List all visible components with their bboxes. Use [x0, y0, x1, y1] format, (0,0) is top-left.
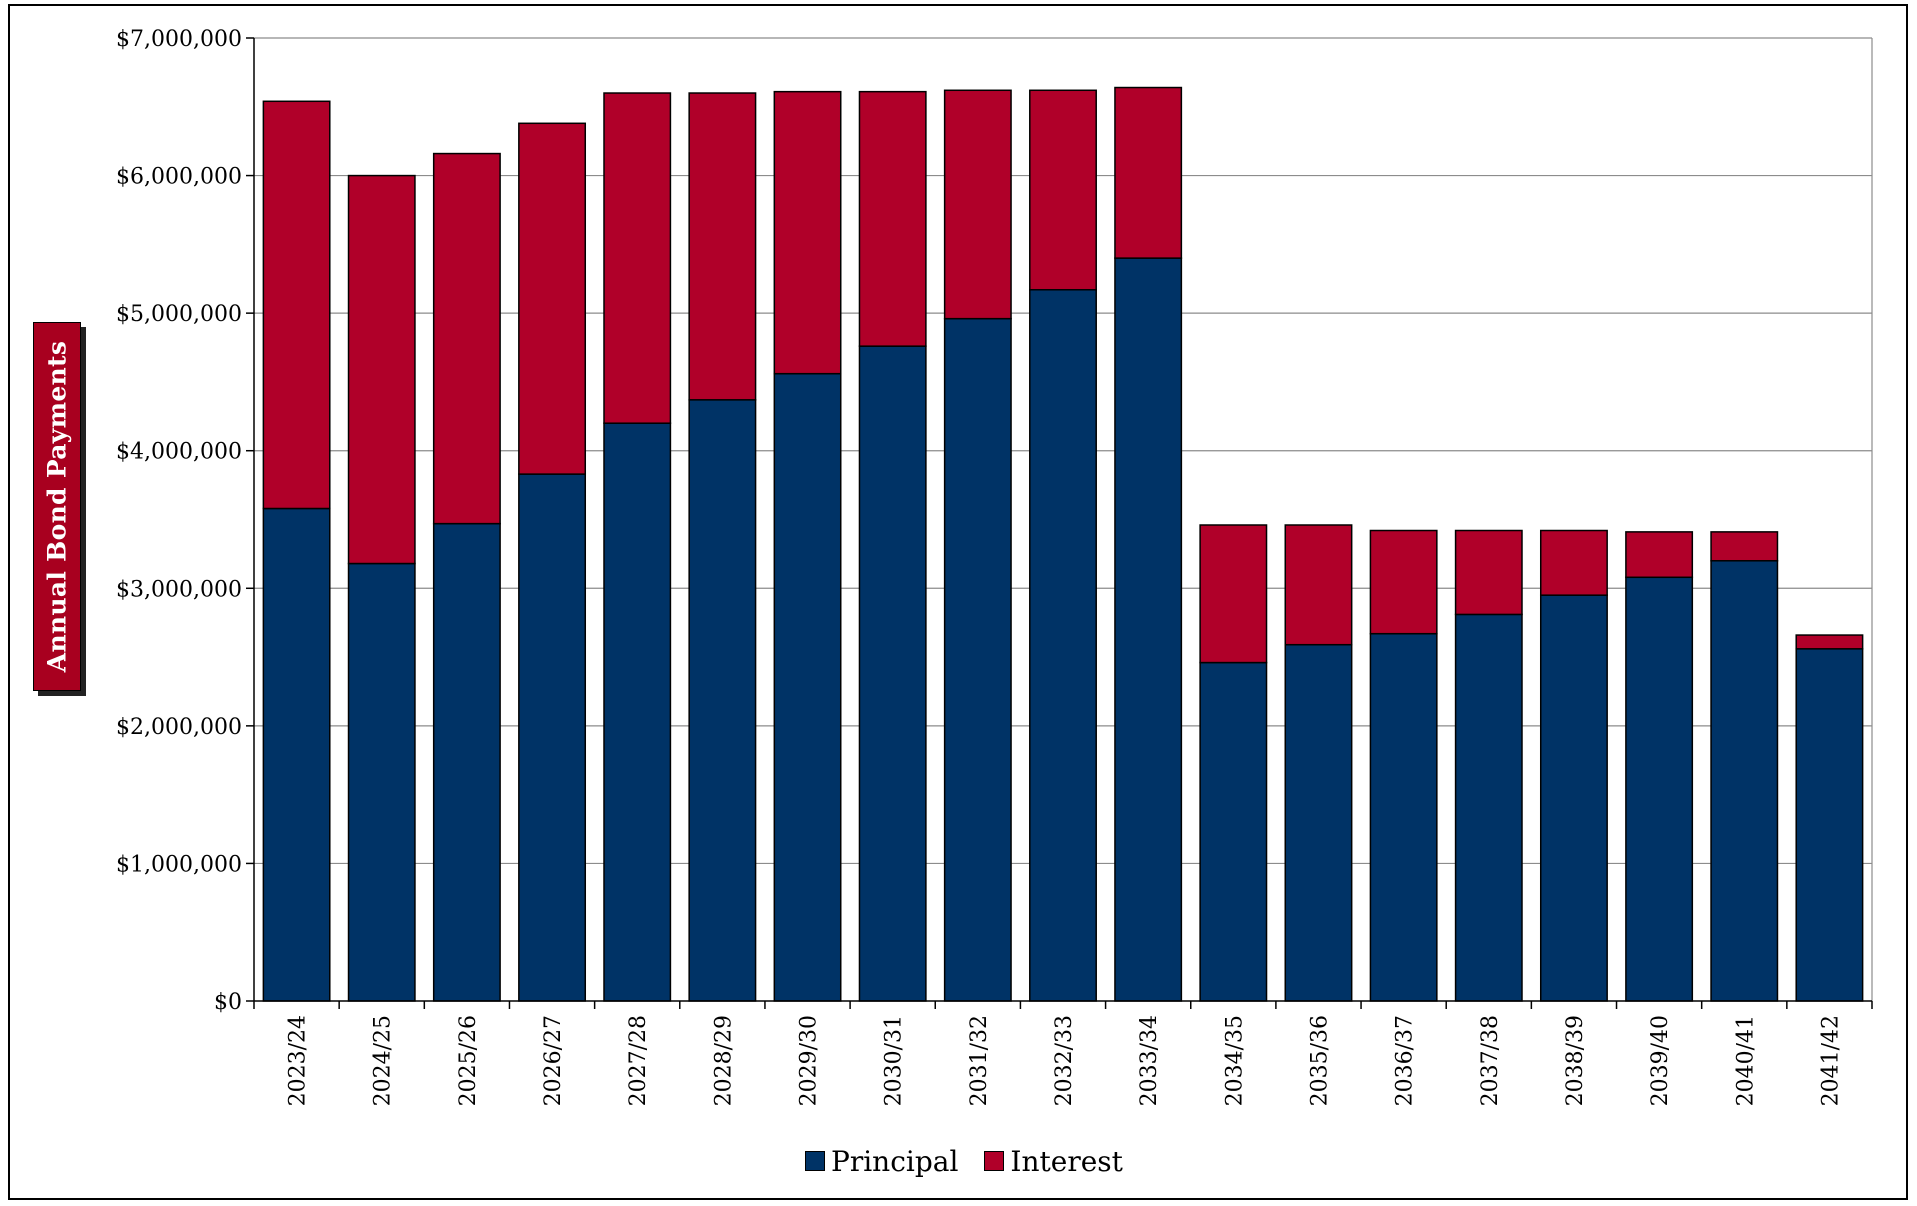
x-tick-label: 2034/35 — [1222, 1015, 1247, 1106]
x-tick-label: 2027/28 — [626, 1015, 651, 1106]
y-tick-label: $1,000,000 — [116, 852, 242, 877]
bar-interest-2025-26 — [432, 152, 501, 525]
x-tick-label: 2024/25 — [371, 1015, 396, 1106]
x-tick-label: 2030/31 — [882, 1015, 907, 1106]
x-tick-label: 2023/24 — [286, 1015, 311, 1106]
bar-principal-2035-36 — [1284, 643, 1353, 1002]
bar-interest-2041-42 — [1795, 634, 1864, 650]
bar-principal-2040-41 — [1710, 560, 1779, 1002]
bar-interest-2026-27 — [518, 122, 587, 475]
x-tick-label: 2036/37 — [1393, 1015, 1418, 1106]
bar-interest-2032-33 — [1029, 89, 1097, 291]
bar-interest-2027-28 — [603, 92, 672, 424]
legend-swatch-principal — [805, 1151, 825, 1171]
x-tick-label: 2038/39 — [1563, 1015, 1588, 1106]
x-tick-label: 2037/38 — [1478, 1015, 1503, 1106]
bar-principal-2030-31 — [858, 345, 927, 1002]
y-tick-label: $2,000,000 — [116, 715, 242, 740]
y-tick-label: $4,000,000 — [116, 440, 242, 465]
bar-interest-2033-34 — [1114, 86, 1183, 259]
x-tick-label: 2039/40 — [1648, 1015, 1673, 1106]
y-tick-label: $5,000,000 — [116, 302, 242, 327]
x-tick-label: 2026/27 — [541, 1015, 566, 1106]
bar-principal-2026-27 — [518, 473, 587, 1002]
x-tick-label: 2041/42 — [1818, 1015, 1843, 1106]
bar-interest-2023-24 — [262, 100, 331, 510]
bar-principal-2028-29 — [688, 399, 757, 1002]
y-axis-label: Annual Bond Payments — [42, 340, 72, 673]
y-axis-label-box: Annual Bond Payments — [33, 322, 81, 691]
bar-principal-2032-33 — [1029, 289, 1097, 1002]
x-tick-label: 2029/30 — [797, 1015, 822, 1106]
bar-principal-2037-38 — [1454, 613, 1523, 1002]
bar-interest-2028-29 — [688, 92, 757, 401]
legend-item-principal: Principal — [805, 1145, 958, 1178]
bar-interest-2030-31 — [858, 90, 927, 347]
x-tick-label: 2028/29 — [711, 1015, 736, 1106]
bar-principal-2025-26 — [432, 522, 501, 1002]
bar-principal-2033-34 — [1114, 257, 1183, 1002]
bar-interest-2024-25 — [347, 174, 416, 565]
x-tick-label: 2032/33 — [1052, 1015, 1077, 1106]
bar-interest-2038-39 — [1539, 529, 1608, 596]
bar-interest-2037-38 — [1454, 529, 1523, 616]
y-tick-label: $6,000,000 — [116, 165, 242, 190]
bar-interest-2040-41 — [1710, 531, 1779, 562]
y-tick-label: $3,000,000 — [116, 577, 242, 602]
bar-interest-2036-37 — [1369, 529, 1438, 635]
bar-interest-2029-30 — [773, 90, 842, 375]
bar-interest-2031-32 — [943, 89, 1012, 320]
bar-principal-2034-35 — [1199, 661, 1268, 1002]
bar-principal-2029-30 — [773, 372, 842, 1002]
legend: Principal Interest — [805, 1143, 1123, 1179]
legend-swatch-interest — [984, 1151, 1005, 1171]
x-tick-label: 2025/26 — [456, 1015, 481, 1106]
bar-principal-2038-39 — [1539, 594, 1608, 1002]
y-tick-label: $7,000,000 — [116, 27, 242, 52]
x-tick-label: 2040/41 — [1733, 1015, 1758, 1106]
bar-principal-2039-40 — [1625, 576, 1694, 1002]
legend-label-interest: Interest — [1010, 1144, 1123, 1178]
bar-interest-2035-36 — [1284, 524, 1353, 646]
x-tick-label: 2035/36 — [1307, 1015, 1332, 1106]
legend-item-interest: Interest — [984, 1145, 1123, 1178]
bar-principal-2027-28 — [603, 422, 672, 1002]
y-tick-label: $0 — [214, 990, 242, 1015]
bar-principal-2023-24 — [262, 507, 331, 1002]
legend-label-principal: Principal — [831, 1144, 959, 1178]
x-tick-label: 2031/32 — [967, 1015, 992, 1106]
bar-principal-2024-25 — [347, 562, 416, 1002]
x-tick-label: 2033/34 — [1137, 1015, 1162, 1106]
bar-principal-2036-37 — [1369, 632, 1438, 1002]
bar-principal-2041-42 — [1795, 648, 1864, 1002]
bar-interest-2034-35 — [1199, 524, 1268, 664]
bar-interest-2039-40 — [1625, 531, 1694, 579]
bar-principal-2031-32 — [943, 317, 1012, 1002]
